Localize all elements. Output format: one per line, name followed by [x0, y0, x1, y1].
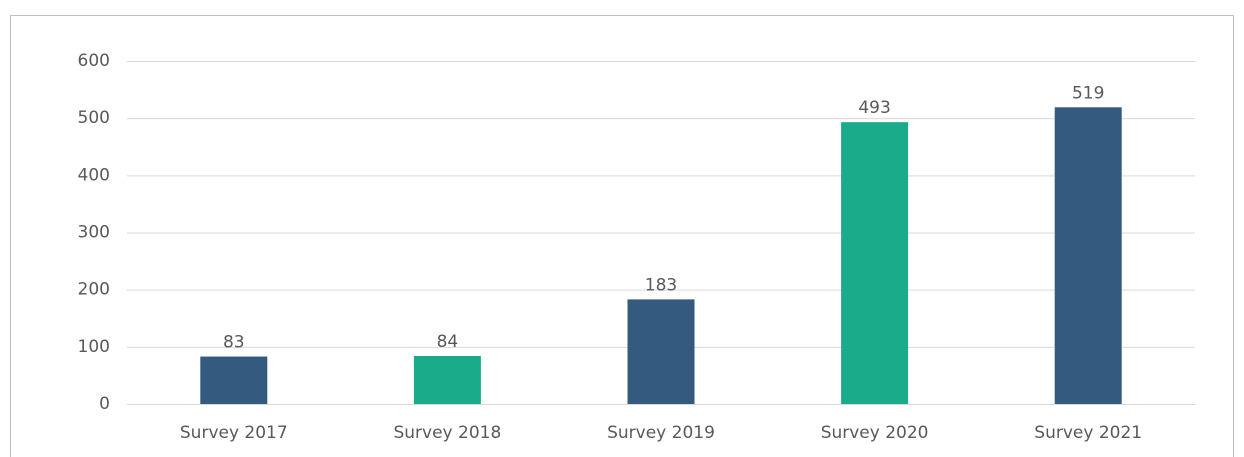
y-tick-label: 500 [78, 108, 110, 128]
chart-frame [10, 15, 1234, 457]
y-tick-label: 300 [78, 223, 110, 243]
y-tick-label: 400 [78, 165, 110, 185]
bar [200, 356, 268, 404]
x-tick-label: Survey 2018 [393, 423, 501, 443]
value-label: 183 [645, 275, 677, 295]
y-tick-label: 600 [78, 51, 110, 71]
x-tick-label: Survey 2019 [607, 423, 715, 443]
x-tick-label: Survey 2021 [1034, 423, 1142, 443]
value-label: 493 [858, 98, 890, 118]
value-label: 83 [223, 333, 245, 353]
value-label: 84 [437, 332, 459, 352]
y-tick-label: 200 [78, 280, 110, 300]
y-tick-label: 100 [78, 337, 110, 357]
bar [1054, 107, 1122, 405]
x-tick-label: Survey 2017 [180, 423, 288, 443]
bar [841, 122, 909, 404]
x-tick-label: Survey 2020 [821, 423, 929, 443]
y-tick-label: 0 [99, 394, 110, 414]
bar [627, 299, 695, 404]
value-label: 519 [1072, 83, 1104, 103]
bar [413, 355, 481, 404]
